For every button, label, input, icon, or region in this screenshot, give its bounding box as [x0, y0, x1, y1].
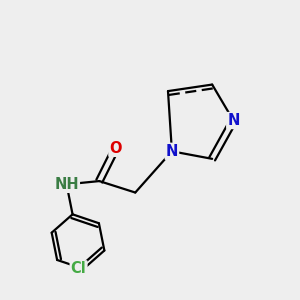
Text: N: N: [166, 144, 178, 159]
Text: O: O: [110, 141, 122, 156]
Text: N: N: [227, 113, 240, 128]
Text: Cl: Cl: [71, 261, 86, 276]
Text: NH: NH: [54, 177, 79, 192]
